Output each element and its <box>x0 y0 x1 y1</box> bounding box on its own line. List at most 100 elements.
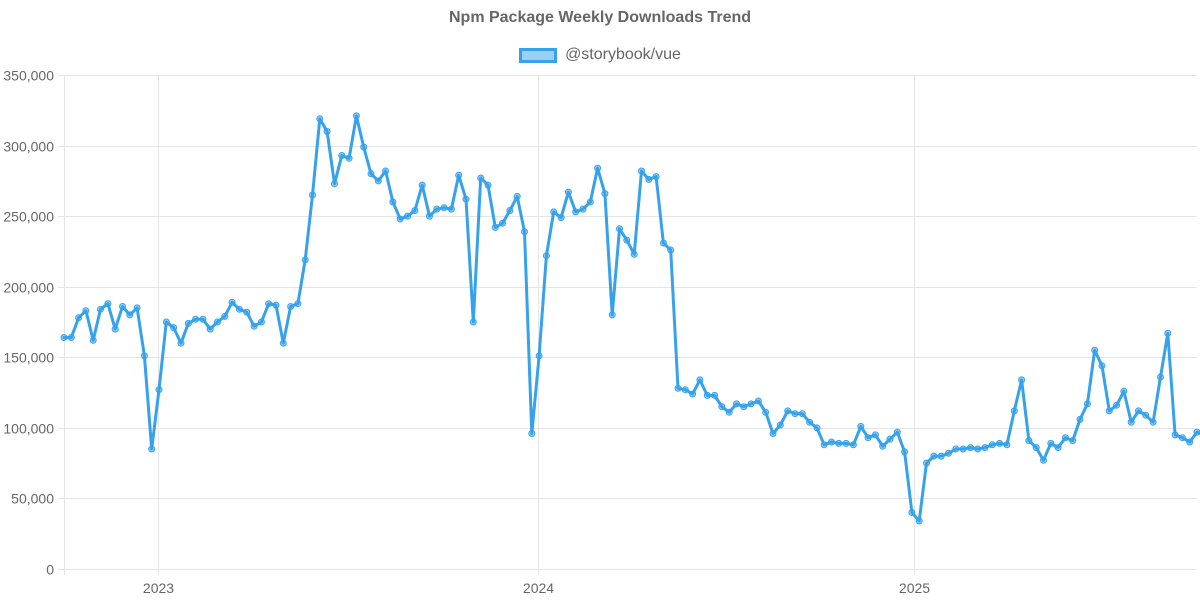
data-point[interactable] <box>557 214 565 222</box>
data-point[interactable] <box>952 445 960 453</box>
data-point[interactable] <box>89 336 97 344</box>
data-point[interactable] <box>1098 362 1106 370</box>
data-point[interactable] <box>469 318 477 326</box>
data-point[interactable] <box>499 219 507 227</box>
data-point[interactable] <box>820 441 828 449</box>
data-point[interactable] <box>930 452 938 460</box>
data-point[interactable] <box>1127 418 1135 426</box>
data-point[interactable] <box>864 434 872 442</box>
data-point[interactable] <box>747 400 755 408</box>
data-point[interactable] <box>842 439 850 447</box>
data-point[interactable] <box>352 112 360 120</box>
data-point[interactable] <box>849 441 857 449</box>
data-point[interactable] <box>974 445 982 453</box>
data-point[interactable] <box>119 303 126 310</box>
data-point[interactable] <box>703 391 711 399</box>
data-point[interactable] <box>718 403 726 411</box>
data-point[interactable] <box>966 444 974 452</box>
data-point[interactable] <box>477 174 485 182</box>
data-point[interactable] <box>1113 401 1121 409</box>
data-point[interactable] <box>871 431 879 439</box>
data-point[interactable] <box>382 167 390 175</box>
data-point[interactable] <box>645 175 653 183</box>
data-point[interactable] <box>162 318 170 326</box>
data-point[interactable] <box>279 339 287 347</box>
data-point[interactable] <box>67 334 75 341</box>
data-point[interactable] <box>791 410 799 418</box>
data-point[interactable] <box>630 250 638 258</box>
data-point[interactable] <box>1157 373 1164 381</box>
data-point[interactable] <box>1186 438 1194 446</box>
data-point[interactable] <box>1010 407 1018 415</box>
data-point[interactable] <box>221 312 229 320</box>
data-point[interactable] <box>484 181 492 189</box>
data-point[interactable] <box>828 438 835 446</box>
data-point[interactable] <box>798 410 806 418</box>
data-point[interactable] <box>564 188 572 196</box>
data-point[interactable] <box>762 408 770 416</box>
data-point[interactable] <box>360 143 368 151</box>
data-point[interactable] <box>937 452 945 460</box>
data-point[interactable] <box>97 305 104 313</box>
data-point[interactable] <box>228 298 236 306</box>
data-point[interactable] <box>733 400 740 408</box>
data-point[interactable] <box>769 430 777 437</box>
data-point[interactable] <box>426 212 433 220</box>
data-point[interactable] <box>659 239 667 247</box>
data-point[interactable] <box>725 408 733 416</box>
data-point[interactable] <box>1164 329 1172 337</box>
data-point[interactable] <box>1120 387 1128 395</box>
data-point[interactable] <box>776 421 784 429</box>
data-point[interactable] <box>901 448 909 456</box>
data-point[interactable] <box>177 339 185 347</box>
data-point[interactable] <box>126 311 134 319</box>
legend-label[interactable]: @storybook/vue <box>565 46 681 63</box>
data-point[interactable] <box>418 181 426 189</box>
data-point[interactable] <box>75 314 83 322</box>
data-point[interactable] <box>1135 407 1142 415</box>
data-point[interactable] <box>389 198 397 206</box>
data-point[interactable] <box>1047 439 1055 447</box>
data-point[interactable] <box>133 304 141 312</box>
legend-swatch[interactable] <box>519 47 558 63</box>
data-point[interactable] <box>199 315 207 323</box>
data-point[interactable] <box>879 442 887 450</box>
data-point[interactable] <box>155 386 163 394</box>
data-point[interactable] <box>301 256 309 264</box>
data-point[interactable] <box>1025 437 1033 445</box>
data-point[interactable] <box>265 300 273 308</box>
data-point[interactable] <box>857 422 865 430</box>
data-point[interactable] <box>433 205 441 213</box>
data-point[interactable] <box>550 208 558 216</box>
data-point[interactable] <box>835 439 843 447</box>
data-point[interactable] <box>491 223 499 231</box>
data-point[interactable] <box>681 386 689 394</box>
data-point[interactable] <box>988 441 996 449</box>
data-point[interactable] <box>579 205 587 213</box>
data-point[interactable] <box>367 170 375 178</box>
data-point[interactable] <box>1178 434 1186 442</box>
data-point[interactable] <box>1032 444 1040 452</box>
data-point[interactable] <box>923 459 930 467</box>
data-point[interactable] <box>323 128 331 135</box>
data-point[interactable] <box>170 324 178 332</box>
data-point[interactable] <box>294 300 302 308</box>
data-point[interactable] <box>272 301 280 309</box>
data-point[interactable] <box>82 307 90 315</box>
data-point[interactable] <box>440 204 448 212</box>
data-point[interactable] <box>689 390 697 398</box>
data-point[interactable] <box>528 430 536 437</box>
data-point[interactable] <box>140 352 148 360</box>
data-point[interactable] <box>1142 411 1150 419</box>
data-point[interactable] <box>1003 441 1011 449</box>
data-point[interactable] <box>1105 407 1113 415</box>
data-point[interactable] <box>1054 444 1062 452</box>
data-point[interactable] <box>981 444 989 452</box>
data-point[interactable] <box>462 195 470 203</box>
data-point[interactable] <box>214 318 221 326</box>
data-point[interactable] <box>257 318 265 326</box>
data-point[interactable] <box>740 403 748 411</box>
data-point[interactable] <box>455 171 463 179</box>
data-point[interactable] <box>396 215 404 223</box>
data-point[interactable] <box>1076 415 1084 423</box>
